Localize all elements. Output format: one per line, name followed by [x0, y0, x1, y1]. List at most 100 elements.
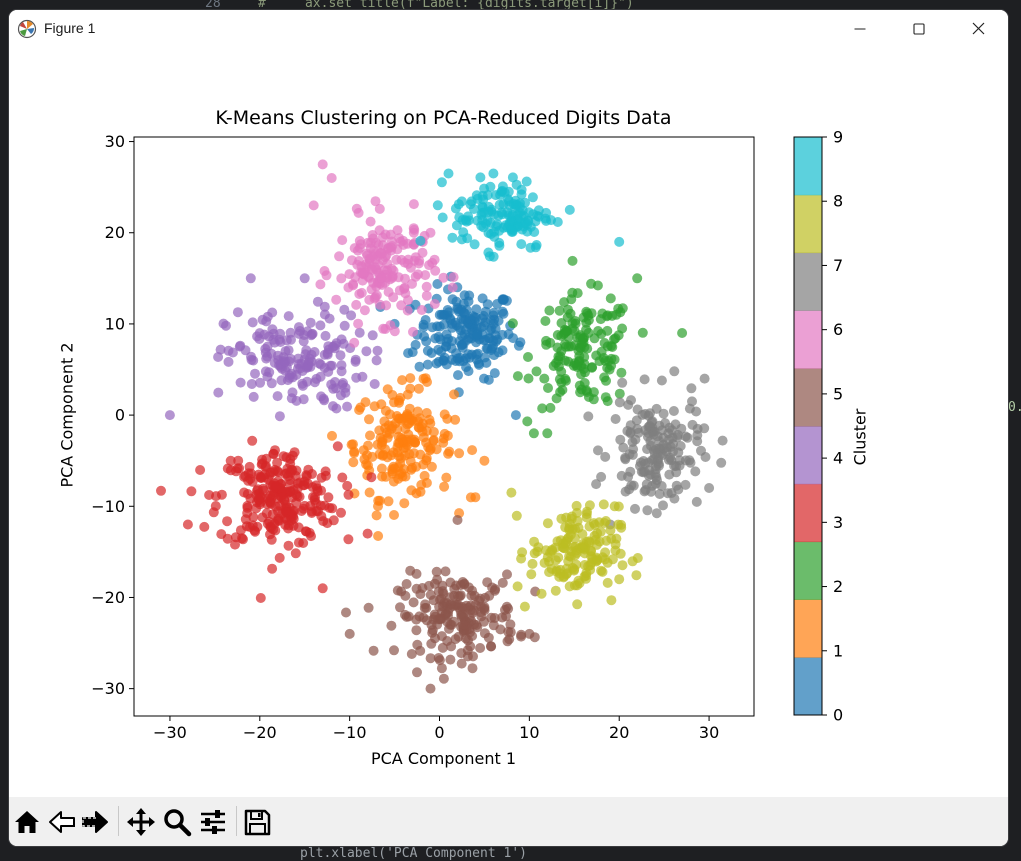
- scatter-point-cluster-0: [435, 334, 446, 345]
- scatter-point-cluster-6: [392, 225, 403, 236]
- title-bar[interactable]: Figure 1: [9, 10, 1008, 47]
- scatter-point-cluster-4: [255, 377, 266, 388]
- scatter-point-cluster-6: [349, 337, 360, 348]
- scatter-point-cluster-9: [432, 200, 443, 211]
- zoom-button[interactable]: [162, 807, 192, 837]
- scatter-point-cluster-1: [387, 468, 398, 479]
- scatter-point-cluster-5: [411, 625, 422, 636]
- scatter-point-cluster-1: [327, 430, 337, 441]
- scatter-point-cluster-5: [468, 651, 478, 662]
- scatter-point-cluster-5: [406, 649, 417, 659]
- scatter-point-cluster-5: [456, 658, 467, 669]
- scatter-point-cluster-9: [488, 168, 499, 179]
- scatter-point-cluster-9: [516, 189, 527, 200]
- colorbar-segment-9: [794, 137, 822, 196]
- scatter-point-cluster-6: [403, 295, 413, 306]
- minimize-button[interactable]: [831, 10, 889, 47]
- scatter-point-cluster-4: [309, 347, 320, 357]
- scatter-point-cluster-0: [447, 322, 458, 333]
- scatter-point-cluster-5: [488, 620, 499, 631]
- scatter-point-cluster-1: [417, 426, 428, 437]
- scatter-point-cluster-3: [337, 472, 348, 483]
- scatter-point-cluster-6: [394, 233, 405, 244]
- scatter-point-cluster-2: [601, 375, 611, 386]
- configure-subplots-button[interactable]: [198, 807, 228, 837]
- scatter-point-cluster-7: [617, 377, 628, 388]
- scatter-point-cluster-6: [374, 299, 385, 310]
- scatter-point-cluster-5: [486, 612, 497, 623]
- scatter-point-cluster-6: [354, 235, 365, 246]
- scatter-point-cluster-4: [306, 356, 317, 367]
- scatter-point-cluster-1: [479, 455, 490, 466]
- y-tick-label: 10: [105, 314, 125, 333]
- scatter-point-cluster-5: [455, 606, 466, 617]
- scatter-point-cluster-7: [684, 455, 695, 466]
- scatter-point-cluster-4: [267, 307, 278, 318]
- scatter-point-cluster-0: [488, 335, 499, 346]
- scatter-point-cluster-2: [596, 346, 607, 357]
- scatter-point-cluster-7: [667, 432, 678, 443]
- scatter-point-cluster-8: [615, 548, 626, 559]
- scatter-point-cluster-2: [559, 297, 570, 308]
- scatter-point-cluster-2: [537, 403, 548, 414]
- scatter-point-cluster-3: [302, 478, 313, 489]
- scatter-point-cluster-9: [541, 215, 552, 226]
- scatter-point-cluster-7: [625, 466, 636, 477]
- scatter-point-cluster-8: [519, 601, 530, 612]
- scatter-point-cluster-4: [324, 313, 335, 324]
- scatter-point-cluster-7: [704, 483, 715, 493]
- close-button[interactable]: [949, 10, 1007, 47]
- scatter-point-cluster-3: [285, 458, 296, 469]
- maximize-button[interactable]: [890, 10, 948, 47]
- scatter-point-cluster-1: [397, 434, 408, 445]
- scatter-point-cluster-9: [443, 168, 454, 179]
- scatter-point-cluster-8: [611, 533, 622, 544]
- scatter-point-cluster-2: [507, 318, 518, 329]
- scatter-point-cluster-5: [501, 601, 512, 612]
- scatter-point-cluster-1: [421, 455, 432, 466]
- scatter-plot[interactable]: −30 −20 −10 0 10 20 30 −30 −20 −10 0 10 20 30 0 1 2 3 4 5 6 7…: [9, 47, 1008, 797]
- back-button[interactable]: [47, 807, 77, 837]
- toolbar-separator: [236, 806, 237, 836]
- scatter-point-cluster-0: [480, 317, 491, 328]
- scatter-point-cluster-9: [469, 239, 480, 250]
- save-button[interactable]: [242, 807, 272, 837]
- scatter-point-cluster-2: [588, 394, 599, 405]
- scatter-point-cluster-5: [475, 643, 486, 653]
- scatter-point-cluster-6: [389, 326, 400, 337]
- scatter-point-cluster-1: [411, 488, 422, 499]
- scatter-point-cluster-7: [647, 455, 658, 466]
- scatter-point-cluster-6: [383, 287, 394, 297]
- y-tick-label: 0: [115, 406, 125, 425]
- scatter-point-cluster-3: [249, 525, 260, 536]
- scatter-point-cluster-2: [586, 362, 597, 373]
- scatter-point-cluster-0: [463, 366, 474, 377]
- scatter-point-cluster-0: [447, 294, 458, 305]
- scatter-point-cluster-4: [261, 316, 272, 327]
- scatter-point-cluster-6: [317, 159, 328, 170]
- scatter-point-cluster-6: [448, 272, 459, 283]
- forward-button[interactable]: [80, 807, 110, 837]
- scatter-point-cluster-4: [350, 356, 361, 367]
- scatter-point-cluster-2: [540, 316, 551, 326]
- scatter-point-cluster-8: [607, 554, 618, 565]
- scatter-point-cluster-5: [363, 602, 374, 613]
- scatter-point-cluster-4: [247, 317, 258, 328]
- figure-canvas[interactable]: K-Means Clustering on PCA-Reduced Digits…: [9, 47, 1008, 797]
- scatter-point-cluster-8: [591, 539, 602, 550]
- scatter-point-cluster-6: [387, 271, 398, 282]
- scatter-point-cluster-0: [483, 374, 494, 385]
- save-floppy-icon: [244, 809, 271, 836]
- colorbar-segment-3: [794, 483, 822, 543]
- scatter-point-cluster-6: [377, 232, 388, 243]
- scatter-point-cluster-2: [543, 383, 553, 393]
- scatter-point-cluster-3: [266, 522, 277, 533]
- scatter-point-cluster-1: [349, 446, 360, 457]
- scatter-point-cluster-3: [231, 466, 242, 477]
- scatter-point-cluster-7: [669, 366, 680, 377]
- pan-button[interactable]: [126, 807, 156, 837]
- scatter-point-cluster-3: [283, 540, 294, 551]
- scatter-point-cluster-5: [392, 585, 403, 596]
- home-button[interactable]: [12, 807, 42, 837]
- scatter-point-cluster-9: [468, 204, 479, 214]
